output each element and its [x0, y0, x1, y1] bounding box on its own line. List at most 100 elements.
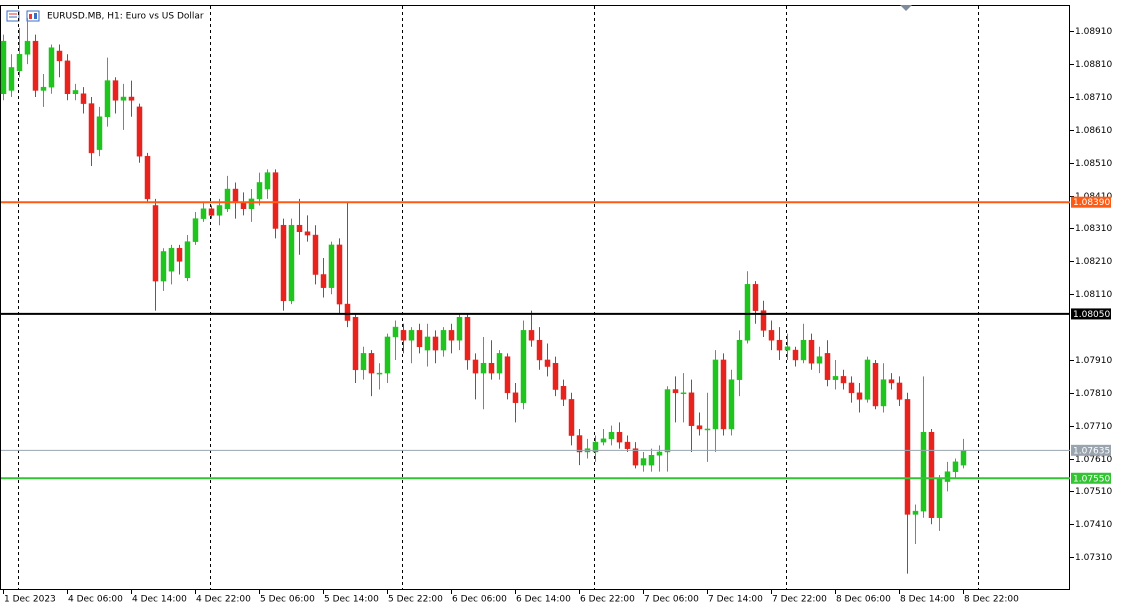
candle-body [752, 284, 759, 311]
icon-chart[interactable] [6, 10, 20, 22]
candle-body [80, 93, 87, 104]
candle-body [336, 244, 343, 305]
candle-body [784, 346, 791, 351]
candle-body [672, 389, 679, 394]
x-tick-label: 1 Dec 2023 [4, 595, 56, 605]
candle-body [464, 316, 471, 361]
last-price-line-label: 1.07635 [1073, 446, 1110, 456]
candle-body [496, 353, 503, 374]
candle-body [544, 359, 551, 367]
plot-frame [0, 5, 1070, 590]
candle-body [48, 47, 55, 88]
x-tick-label: 7 Dec 14:00 [708, 595, 763, 605]
candle-body [136, 106, 143, 157]
x-tick-label: 6 Dec 14:00 [516, 595, 571, 605]
icon-symbol[interactable] [26, 10, 40, 22]
level-line-label: 1.08050 [1073, 310, 1110, 320]
candle-body [0, 40, 7, 94]
candle-body [104, 80, 111, 117]
icon-stroke [34, 13, 37, 19]
candle-body [272, 172, 279, 229]
candle-body [232, 188, 239, 203]
candle-body [896, 382, 903, 400]
candle-body [768, 330, 775, 341]
candle-body [936, 478, 943, 518]
candle-body [384, 336, 391, 374]
candle-body [864, 359, 871, 400]
candle-body [32, 40, 39, 91]
candle-body [552, 362, 559, 390]
candle-body [24, 40, 31, 55]
candle-body [840, 376, 847, 384]
candle-body [944, 471, 951, 482]
y-tick-label: 1.08110 [1075, 290, 1112, 300]
candle-body [648, 455, 655, 466]
candle-body [440, 330, 447, 351]
shift-marker[interactable] [900, 5, 912, 11]
candle-body [344, 303, 351, 321]
candle-body [952, 461, 959, 472]
x-tick-label: 8 Dec 06:00 [836, 595, 891, 605]
candle-body [640, 458, 647, 466]
candle-body [680, 392, 687, 395]
y-tick-label: 1.07410 [1075, 520, 1112, 530]
candle-body [736, 339, 743, 380]
candle-body [168, 247, 175, 272]
candle-body [176, 247, 183, 262]
x-tick-label: 4 Dec 22:00 [196, 595, 251, 605]
x-tick-label: 5 Dec 14:00 [324, 595, 379, 605]
candle-body [608, 431, 615, 440]
candle-body [280, 224, 287, 302]
candle-body [432, 336, 439, 351]
candle-body [392, 326, 399, 338]
candle-body [592, 441, 599, 453]
candle-body [264, 172, 271, 190]
candle-body [408, 330, 415, 341]
candle-body [328, 244, 335, 288]
candle-body [928, 431, 935, 518]
last-price-line-box [1071, 444, 1111, 456]
candle-body [312, 234, 319, 275]
candle-body [632, 448, 639, 466]
candle-body [568, 399, 575, 436]
x-tick-label: 5 Dec 06:00 [260, 595, 315, 605]
candle-body [16, 54, 23, 71]
x-tick-label: 8 Dec 14:00 [900, 595, 955, 605]
candle-body [152, 205, 159, 282]
candle-body [40, 86, 47, 91]
y-tick-label: 1.07710 [1075, 422, 1112, 432]
y-tick-label: 1.07610 [1075, 455, 1112, 465]
candle-body [528, 330, 535, 341]
candle-body [720, 359, 727, 430]
candle-body [296, 224, 303, 233]
candle-body [8, 67, 15, 91]
y-tick-label: 1.08810 [1075, 60, 1112, 70]
candle-body [88, 103, 95, 154]
candle-body [832, 376, 839, 380]
candle-body [880, 379, 887, 407]
candle-body [816, 356, 823, 364]
candle-body [624, 441, 631, 449]
candles [0, 18, 967, 574]
y-tick-label: 1.08310 [1075, 224, 1112, 234]
candle-body [712, 359, 719, 430]
y-tick-label: 1.07310 [1075, 553, 1112, 563]
candle-body [792, 349, 799, 361]
level-line-label: 1.07550 [1073, 474, 1110, 484]
x-tick-label: 7 Dec 06:00 [644, 595, 699, 605]
candle-body [512, 392, 519, 403]
candle-body [824, 353, 831, 380]
level-line-box [1071, 196, 1111, 208]
y-tick-label: 1.07910 [1075, 356, 1112, 366]
candle-body [520, 330, 527, 403]
candle-body [688, 392, 695, 426]
x-tick-label: 5 Dec 22:00 [388, 595, 443, 605]
candle-body [960, 450, 967, 466]
y-tick-label: 1.07810 [1075, 389, 1112, 399]
candle-body [808, 339, 815, 364]
candle-body [728, 379, 735, 430]
candle-body [616, 431, 623, 443]
candle-body [144, 155, 151, 200]
candle-body [704, 428, 711, 431]
